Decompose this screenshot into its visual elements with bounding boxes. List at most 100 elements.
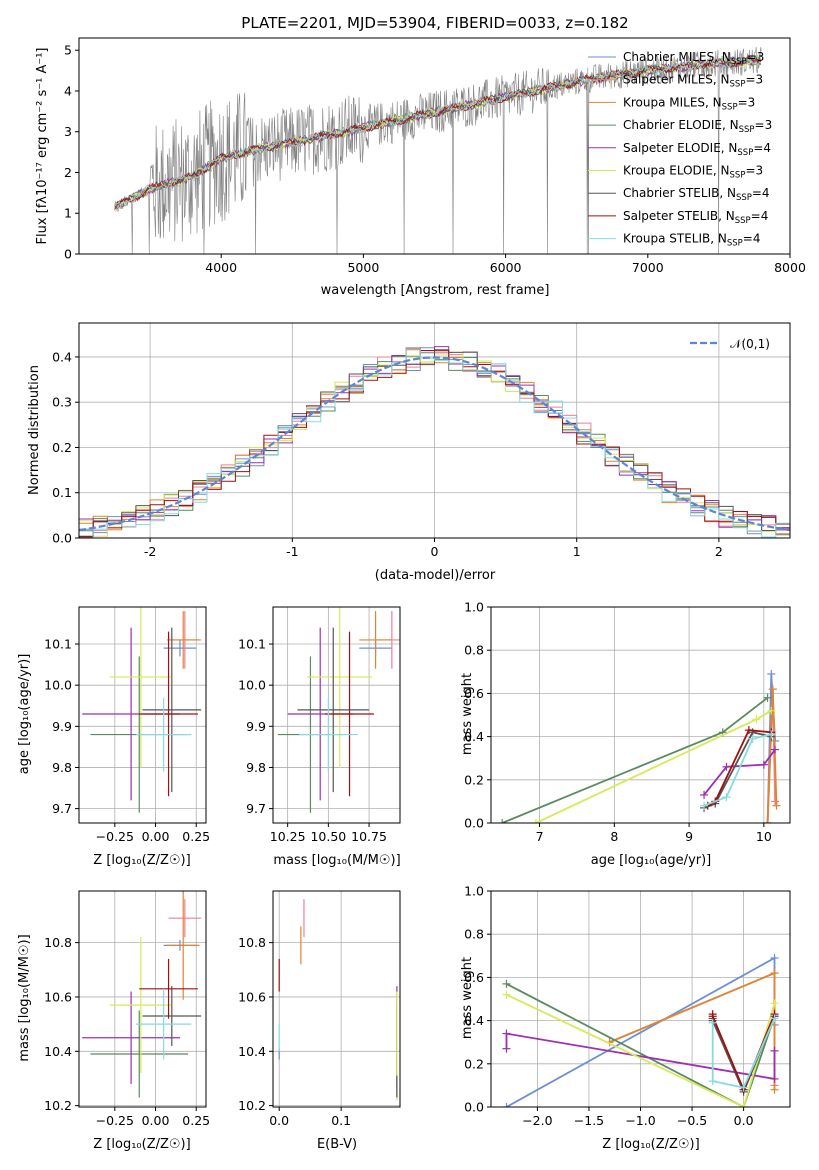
y-tick-label: 0.4 [464,729,484,744]
y-tick-label: 0.4 [52,349,72,364]
y-tick-label: 10.0 [238,678,266,693]
model-spectrum [114,56,761,207]
legend-entry: Chabrier STELIB, NSSP=4 [623,186,770,203]
x-tick-label: -1 [286,544,298,559]
mass-vs-metallicity-panel: Z [log₁₀(Z/Z☉)] mass [log₁₀(M/M☉)] −0.25… [17,890,210,1152]
legend-entry: Kroupa STELIB, NSSP=4 [623,232,761,249]
x-tick-label: −0.25 [96,1113,134,1128]
mass-weight-line [506,983,776,1107]
y-tick-label: 5 [64,43,72,58]
residuals-xlabel: (data-model)/error [375,568,496,583]
axes-frame [78,322,791,539]
mass-weight-line [703,733,772,807]
y-tick-label: 0.1 [52,485,72,500]
legend-entry: Chabrier ELODIE, NSSP=3 [623,118,772,135]
legend-entry: Salpeter ELODIE, NSSP=4 [623,141,771,158]
x-tick-label: 0.0 [734,1113,754,1128]
x-tick-label: 0.1 [331,1113,351,1128]
y-tick-label: 0.8 [464,927,484,942]
x-tick-label: 0.00 [142,829,170,844]
age-mass-xlabel: mass [log₁₀(M/M☉)] [273,853,400,868]
y-tick-label: 10.8 [44,935,72,950]
y-tick-label: 9.8 [52,760,72,775]
x-tick-label: 9 [685,829,693,844]
y-tick-label: 2 [64,165,72,180]
legend-entry: Kroupa ELODIE, NSSP=3 [623,164,763,181]
mw-age-ylabel: mass weight [460,673,475,755]
mw-age-xlabel: age [log₁₀(age/yr)] [591,853,712,868]
x-tick-label: −1.0 [625,1113,655,1128]
x-tick-label: 7000 [632,260,664,275]
legend-entry: Salpeter MILES, NSSP=3 [623,73,763,90]
x-tick-label: −2.0 [522,1113,552,1128]
age-vs-metallicity-panel: Z [log₁₀(Z/Z☉)] age [log₁₀(age/yr)] −0.2… [17,606,210,868]
figure-title: PLATE=2201, MJD=53904, FIBERID=0033, z=0… [241,14,628,32]
x-tick-label: 10.25 [270,829,306,844]
spectrum-panel: wavelength [Angstrom, rest frame] Flux [… [35,37,806,298]
residuals-panel: (data-model)/error Normed distribution 𝒩… [27,322,791,583]
x-tick-label: 10 [756,829,772,844]
x-tick-label: 7 [536,829,544,844]
x-tick-label: 0 [431,544,439,559]
gaussian-curve [79,356,790,532]
y-tick-label: 10.4 [44,1044,72,1059]
age-vs-mass-panel: mass [log₁₀(M/M☉)] 10.25 10.50 10.75 9.7 9.8… [238,606,401,868]
mass-ebv-xlabel: E(B-V) [317,1137,357,1152]
mw-z-xlabel: Z [log₁₀(Z/Z☉)] [602,1137,699,1152]
x-tick-label: −1.5 [574,1113,604,1128]
y-tick-label: 10.2 [238,1098,266,1113]
x-tick-label: 2 [715,544,723,559]
mass-weight-vs-age-panel: age [log₁₀(age/yr)] mass weight 7 8 9 10 0.0… [460,600,791,868]
y-tick-label: 10.1 [238,637,266,652]
mass-weight-vs-metallicity-panel: Z [log₁₀(Z/Z☉)] mass weight −2.0 −1.5 −1.0… [460,884,791,1152]
gaussian-legend-label: 𝒩(0,1) [730,337,770,351]
legend-entry: Salpeter STELIB, NSSP=4 [623,209,768,226]
model-spectrum [114,56,761,213]
mass-weight-line [703,749,776,796]
x-tick-label: 0.00 [142,1113,170,1128]
y-tick-label: 9.7 [52,801,72,816]
axes-frame [272,606,401,824]
axes-frame [78,37,791,255]
y-tick-label: 0.2 [464,772,484,787]
spectrum-legend: Chabrier MILES, NSSP=3 Salpeter MILES, NS… [588,50,772,249]
x-tick-label: −0.25 [96,829,134,844]
axes-frame [490,606,791,824]
x-tick-label: 10.75 [351,829,387,844]
y-tick-label: 0.6 [464,686,484,701]
legend-entry: Kroupa MILES, NSSP=3 [623,95,755,112]
y-tick-label: 9.9 [52,719,72,734]
axes-frame [490,890,791,1108]
mass-vs-extinction-panel: E(B-V) 0.0 0.1 10.2 10.4 10.6 10.8 [238,890,401,1152]
x-tick-label: 0.25 [182,1113,210,1128]
y-tick-label: 4 [64,83,72,98]
y-tick-label: 9.8 [246,760,266,775]
spectrum-xlabel: wavelength [Angstrom, rest frame] [321,283,550,298]
y-tick-label: 10.2 [44,1098,72,1113]
y-tick-label: 0.0 [52,531,72,546]
y-tick-label: 0.6 [464,970,484,985]
y-tick-label: 1 [64,206,72,221]
y-tick-label: 1.0 [464,884,484,899]
y-tick-label: 0.0 [464,1100,484,1115]
y-tick-label: 0.4 [464,1013,484,1028]
mass-weight-line [505,1032,776,1080]
y-tick-label: 0.8 [464,643,484,658]
x-tick-label: 5000 [347,260,379,275]
mass-z-ylabel: mass [log₁₀(M/M☉)] [17,934,32,1061]
x-tick-label: -2 [144,544,156,559]
y-tick-label: 9.9 [246,719,266,734]
x-tick-label: 4000 [205,260,237,275]
mw-z-ylabel: mass weight [460,957,475,1039]
y-tick-label: 10.1 [44,637,72,652]
y-tick-label: 0.0 [464,816,484,831]
residual-histogram [79,348,790,538]
y-tick-label: 10.6 [238,989,266,1004]
y-tick-label: 0 [64,247,72,262]
residuals-ylabel: Normed distribution [27,365,42,495]
mass-z-xlabel: Z [log₁₀(Z/Z☉)] [93,1137,190,1152]
x-tick-label: 8 [610,829,618,844]
y-tick-label: 0.3 [52,395,72,410]
spectrum-ylabel: Flux [fλ10⁻¹⁷ erg cm⁻² s⁻¹ A⁻¹] [35,48,50,245]
